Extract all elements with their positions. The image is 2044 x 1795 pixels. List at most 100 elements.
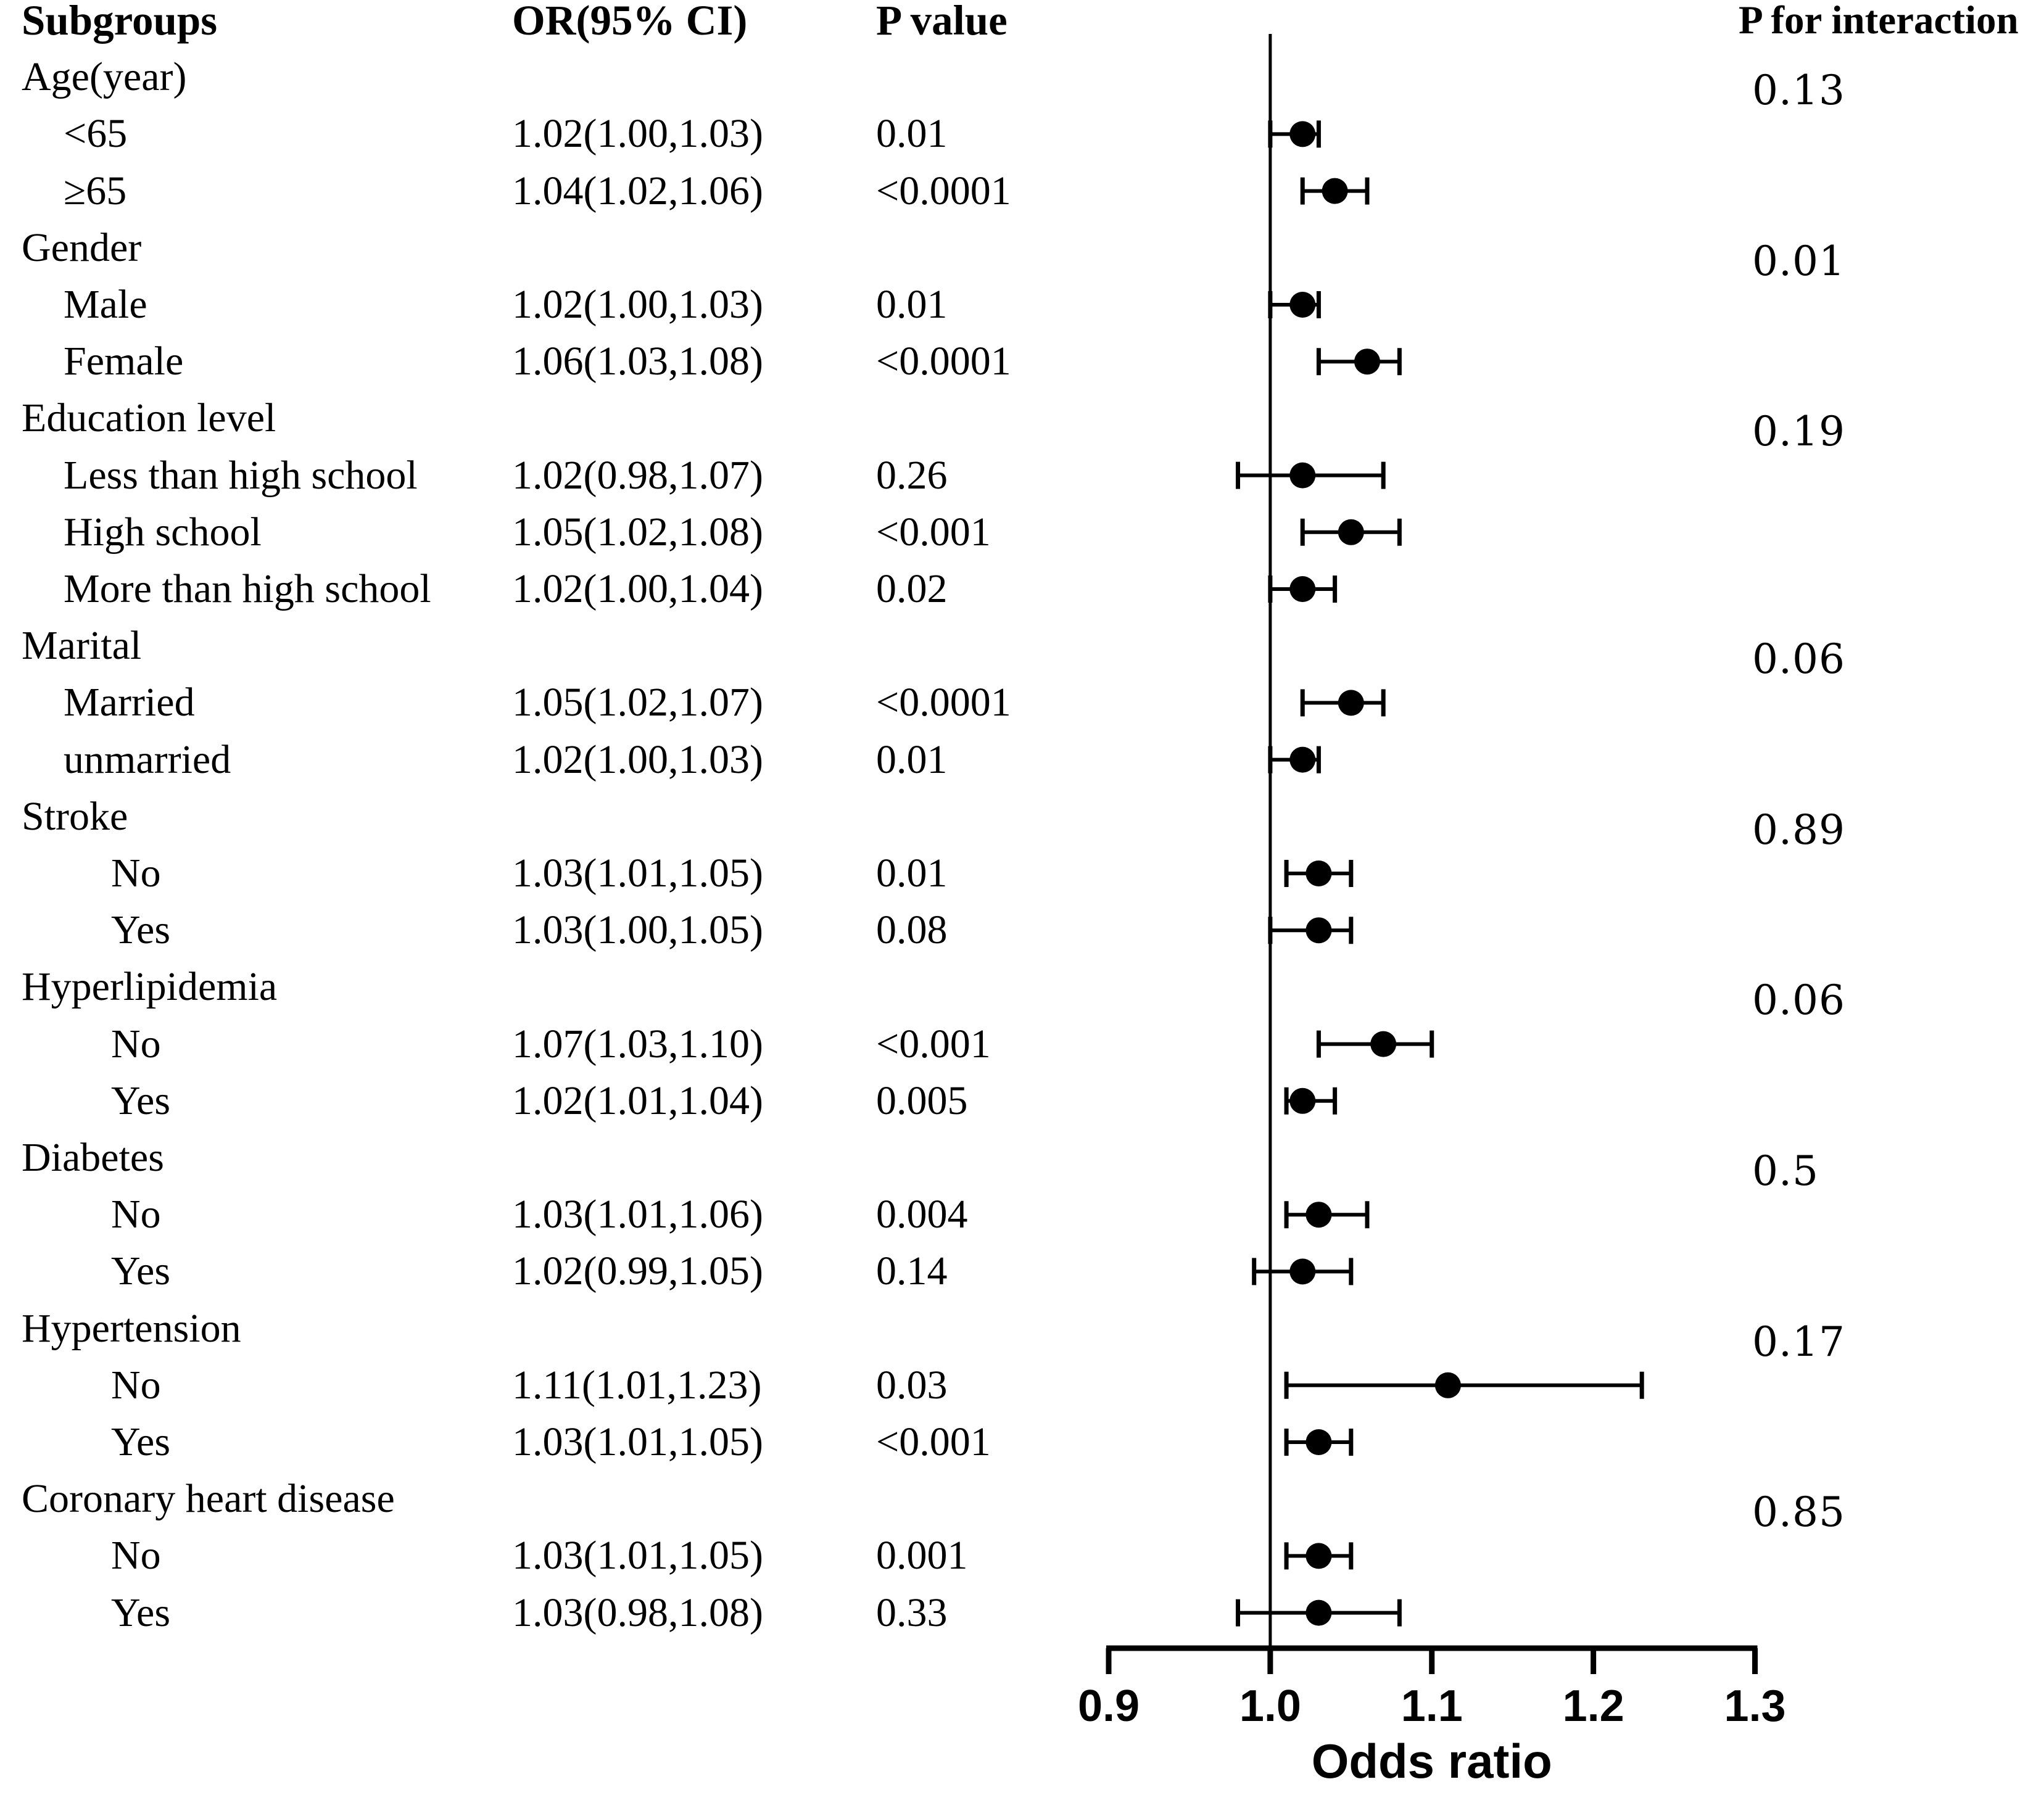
p-interaction-value: 0.19 (1752, 408, 1845, 456)
subgroup-label: No (111, 1021, 161, 1067)
subgroup-label: No (111, 1192, 161, 1237)
table-row: Male 1.02(1.00,1.03) 0.01 (0, 276, 2044, 334)
p-value: <0.001 (876, 1021, 991, 1067)
table-row: Female 1.06(1.03,1.08) <0.0001 (0, 332, 2044, 390)
p-value: 0.01 (876, 851, 948, 896)
or-ci-value: 1.02(0.99,1.05) (512, 1248, 763, 1294)
subgroup-label: Married (64, 680, 195, 725)
p-value: 0.005 (876, 1078, 968, 1123)
p-value: 0.001 (876, 1533, 968, 1578)
subgroup-label: Stroke (22, 793, 128, 839)
p-value: 0.004 (876, 1192, 968, 1237)
subgroup-label: High school (64, 509, 262, 555)
table-row: No 1.03(1.01,1.05) 0.001 (0, 1527, 2044, 1585)
p-value: <0.0001 (876, 339, 1011, 384)
group-header-row: Age(year) 0.13 (0, 48, 2044, 114)
p-interaction-value: 0.13 (1752, 67, 1845, 115)
subgroup-label: Age(year) (22, 54, 187, 100)
table-row: More than high school 1.02(1.00,1.04) 0.02 (0, 560, 2044, 618)
group-header-row: Education level 0.19 (0, 389, 2044, 455)
or-ci-value: 1.04(1.02,1.06) (512, 168, 763, 213)
subgroup-label: Male (64, 282, 147, 327)
table-row: Yes 1.03(1.00,1.05) 0.08 (0, 901, 2044, 959)
or-ci-value: 1.03(0.98,1.08) (512, 1590, 763, 1635)
table-row: unmarried 1.02(1.00,1.03) 0.01 (0, 731, 2044, 789)
p-value: 0.01 (876, 737, 948, 782)
p-value: 0.03 (876, 1362, 948, 1408)
p-value: <0.001 (876, 509, 991, 555)
subgroup-label: Yes (111, 1590, 171, 1635)
table-row: No 1.07(1.03,1.10) <0.001 (0, 1015, 2044, 1073)
p-value: 0.33 (876, 1590, 948, 1635)
group-header-row: Hyperlipidemia 0.06 (0, 958, 2044, 1024)
table-row: <65 1.02(1.00,1.03) 0.01 (0, 105, 2044, 163)
subgroup-label: Yes (111, 907, 171, 953)
subgroup-label: Gender (22, 225, 142, 270)
p-value: 0.01 (876, 282, 948, 327)
table-row: Less than high school 1.02(0.98,1.07) 0.26 (0, 447, 2044, 505)
or-ci-value: 1.02(1.01,1.04) (512, 1078, 763, 1123)
subgroup-label: Diabetes (22, 1135, 164, 1180)
p-value: <0.001 (876, 1419, 991, 1464)
p-value: 0.02 (876, 566, 948, 611)
or-ci-value: 1.06(1.03,1.08) (512, 339, 763, 384)
table-row: No 1.11(1.01,1.23) 0.03 (0, 1356, 2044, 1414)
subgroup-label: Less than high school (64, 452, 418, 498)
or-ci-value: 1.03(1.01,1.05) (512, 1419, 763, 1464)
group-header-row: Marital 0.06 (0, 617, 2044, 683)
subgroup-label: Hyperlipidemia (22, 964, 278, 1010)
table-row: High school 1.05(1.02,1.08) <0.001 (0, 503, 2044, 561)
or-ci-value: 1.05(1.02,1.08) (512, 509, 763, 555)
p-interaction-value: 0.01 (1752, 237, 1845, 285)
table-row: No 1.03(1.01,1.05) 0.01 (0, 844, 2044, 902)
subgroup-label: No (111, 851, 161, 896)
p-interaction-value: 0.85 (1752, 1488, 1845, 1537)
or-ci-value: 1.05(1.02,1.07) (512, 680, 763, 725)
table-row: Married 1.05(1.02,1.07) <0.0001 (0, 674, 2044, 732)
column-header-subgroups: Subgroups (22, 0, 218, 44)
p-interaction-value: 0.06 (1752, 976, 1845, 1025)
table-row: Yes 1.02(1.01,1.04) 0.005 (0, 1072, 2044, 1130)
column-header-or-ci: OR(95% CI) (512, 0, 748, 44)
subgroup-label: Marital (22, 623, 142, 669)
column-header-p-value: P value (876, 0, 1008, 44)
or-ci-value: 1.03(1.01,1.05) (512, 1533, 763, 1578)
or-ci-value: 1.11(1.01,1.23) (512, 1362, 762, 1408)
group-header-row: Diabetes 0.5 (0, 1129, 2044, 1195)
p-interaction-value: 0.5 (1752, 1147, 1819, 1195)
p-interaction-value: 0.06 (1752, 635, 1845, 683)
table-header-row: Subgroups OR(95% CI) P value P for inter… (0, 0, 2044, 49)
group-header-row: Stroke 0.89 (0, 788, 2044, 854)
table-row: ≥65 1.04(1.02,1.06) <0.0001 (0, 162, 2044, 220)
subgroup-label: <65 (64, 111, 128, 157)
subgroup-label: ≥65 (64, 168, 127, 213)
subgroup-label: Education level (22, 395, 276, 441)
group-header-row: Coronary heart disease 0.85 (0, 1470, 2044, 1536)
subgroup-label: No (111, 1362, 161, 1408)
p-interaction-value: 0.89 (1752, 806, 1845, 854)
table-row: No 1.03(1.01,1.06) 0.004 (0, 1186, 2044, 1244)
or-ci-value: 1.02(1.00,1.03) (512, 111, 763, 157)
or-ci-value: 1.03(1.01,1.05) (512, 851, 763, 896)
or-ci-value: 1.02(1.00,1.03) (512, 737, 763, 782)
table-row: Yes 1.03(1.01,1.05) <0.001 (0, 1413, 2044, 1471)
subgroup-label: unmarried (64, 737, 231, 782)
or-ci-value: 1.02(0.98,1.07) (512, 452, 763, 498)
or-ci-value: 1.02(1.00,1.04) (512, 566, 763, 611)
p-value: 0.14 (876, 1248, 948, 1294)
table-row: Yes 1.03(0.98,1.08) 0.33 (0, 1584, 2044, 1642)
subgroup-label: Female (64, 339, 184, 384)
subgroup-label: Yes (111, 1078, 171, 1123)
p-value: 0.01 (876, 111, 948, 157)
or-ci-value: 1.02(1.00,1.03) (512, 282, 763, 327)
column-header-p-interaction: P for interaction (1739, 0, 2019, 43)
group-header-row: Gender 0.01 (0, 219, 2044, 285)
p-value: 0.08 (876, 907, 948, 953)
p-value: <0.0001 (876, 168, 1011, 213)
p-value: 0.26 (876, 452, 948, 498)
subgroup-label: No (111, 1533, 161, 1578)
or-ci-value: 1.03(1.01,1.06) (512, 1192, 763, 1237)
p-value: <0.0001 (876, 680, 1011, 725)
